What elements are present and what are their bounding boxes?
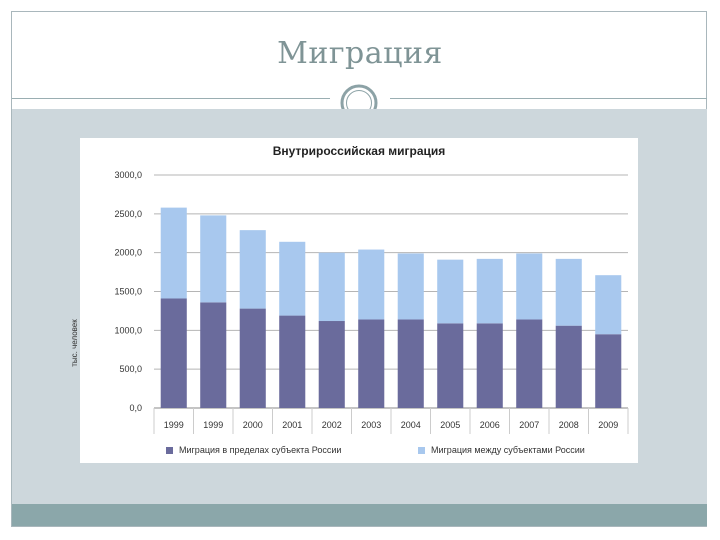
y-axis-label: тыс. человек <box>70 319 79 367</box>
x-tick-label: 2001 <box>282 420 302 430</box>
bar-between-regions <box>397 253 424 320</box>
bar-within-region <box>279 315 306 408</box>
x-tick-label: 2006 <box>480 420 500 430</box>
legend-label-within: Миграция в пределах субъекта России <box>179 445 342 455</box>
chart-panel: Внутрироссийская миграция тыс. человек 0… <box>70 138 638 463</box>
bar-between-regions <box>200 215 227 303</box>
x-tick-label: 2000 <box>243 420 263 430</box>
bar-between-regions <box>555 258 582 326</box>
bar-between-regions <box>279 241 306 316</box>
bar-within-region <box>476 323 503 408</box>
bar-between-regions <box>160 207 187 299</box>
legend-item-between: Миграция между субъектами России <box>418 445 585 455</box>
bar-between-regions <box>318 252 345 322</box>
x-tick-label: 2005 <box>440 420 460 430</box>
legend-label-between: Миграция между субъектами России <box>431 445 585 455</box>
bar-within-region <box>516 319 543 408</box>
bar-within-region <box>595 334 622 408</box>
bar-between-regions <box>358 249 385 320</box>
bar-within-region <box>318 321 345 408</box>
y-tick-label: 500,0 <box>119 364 142 374</box>
chart-legend: Миграция в пределах субъекта России Мигр… <box>80 445 638 459</box>
y-tick-label: 2000,0 <box>114 248 142 258</box>
legend-swatch-within <box>166 446 173 454</box>
x-tick-label: 1999 <box>164 420 184 430</box>
bar-within-region <box>358 319 385 408</box>
bar-within-region <box>437 323 464 408</box>
y-tick-label: 0,0 <box>129 403 142 413</box>
bar-between-regions <box>476 258 503 324</box>
footer-bar <box>12 504 707 526</box>
bar-within-region <box>160 298 187 408</box>
bar-between-regions <box>516 253 543 320</box>
x-tick-label: 2009 <box>598 420 618 430</box>
x-tick-label: 2007 <box>519 420 539 430</box>
bar-between-regions <box>595 275 622 335</box>
chart-title: Внутрироссийская миграция <box>272 144 446 158</box>
bar-within-region <box>200 302 227 408</box>
x-tick-label: 2008 <box>559 420 579 430</box>
bar-within-region <box>397 319 424 408</box>
bar-between-regions <box>437 259 464 324</box>
bar-within-region <box>239 308 266 408</box>
y-tick-label: 1000,0 <box>114 325 142 335</box>
chart-plot: 0,0 500,0 1000,0 1500,0 2000,0 2500,0 3000,0 19… <box>114 170 629 434</box>
x-tick-label: 2004 <box>401 420 421 430</box>
title-divider-left <box>12 98 330 99</box>
slide-title: Миграция <box>277 36 443 71</box>
x-tick-label: 1999 <box>203 420 223 430</box>
x-tick-label: 2003 <box>361 420 381 430</box>
y-tick-label: 3000,0 <box>114 170 142 180</box>
bar-within-region <box>555 325 582 408</box>
title-divider-right <box>390 98 707 99</box>
legend-swatch-between <box>418 446 425 454</box>
y-tick-label: 1500,0 <box>114 287 142 297</box>
x-tick-label: 2002 <box>322 420 342 430</box>
y-tick-label: 2500,0 <box>114 209 142 219</box>
legend-item-within: Миграция в пределах субъекта России <box>166 445 341 455</box>
bar-between-regions <box>239 230 266 309</box>
